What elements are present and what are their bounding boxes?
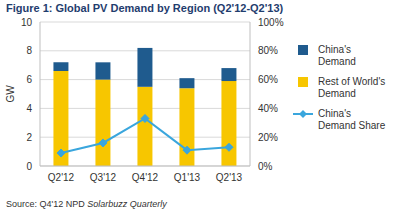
svg-text:Q4'12: Q4'12 — [132, 172, 159, 183]
svg-text:Q3'12: Q3'12 — [90, 172, 117, 183]
svg-text:4: 4 — [26, 103, 32, 114]
svg-text:80%: 80% — [258, 45, 278, 56]
svg-text:100%: 100% — [258, 17, 284, 28]
html-text:China's Demand Share: China's Demand Share — [318, 108, 386, 131]
svg-text:20%: 20% — [258, 132, 278, 143]
svg-text:8: 8 — [26, 45, 32, 56]
svg-text:0%: 0% — [258, 161, 273, 172]
svg-text:Q2'12: Q2'12 — [48, 172, 75, 183]
svg-text:60%: 60% — [258, 74, 278, 85]
svg-text:GW: GW — [8, 85, 16, 103]
svg-text:Q2'13: Q2'13 — [216, 172, 243, 183]
svg-text:0: 0 — [26, 161, 32, 172]
svg-text:2: 2 — [26, 132, 32, 143]
html-text:Source: Q4'12 NPD Solarbuzz Qu: Source: Q4'12 NPD Solarbuzz Quarterly — [6, 199, 167, 209]
html-text:Rest of World's Demand: Rest of World's Demand — [318, 76, 386, 99]
svg-text:Q1'13: Q1'13 — [174, 172, 201, 183]
svg-text:10: 10 — [21, 17, 33, 28]
svg-text:40%: 40% — [258, 103, 278, 114]
svg-text:6: 6 — [26, 74, 32, 85]
html-text:Figure 1: Global PV Demand by: Figure 1: Global PV Demand by Region (Q2… — [6, 2, 284, 14]
html-text:China's Demand: China's Demand — [318, 44, 356, 67]
